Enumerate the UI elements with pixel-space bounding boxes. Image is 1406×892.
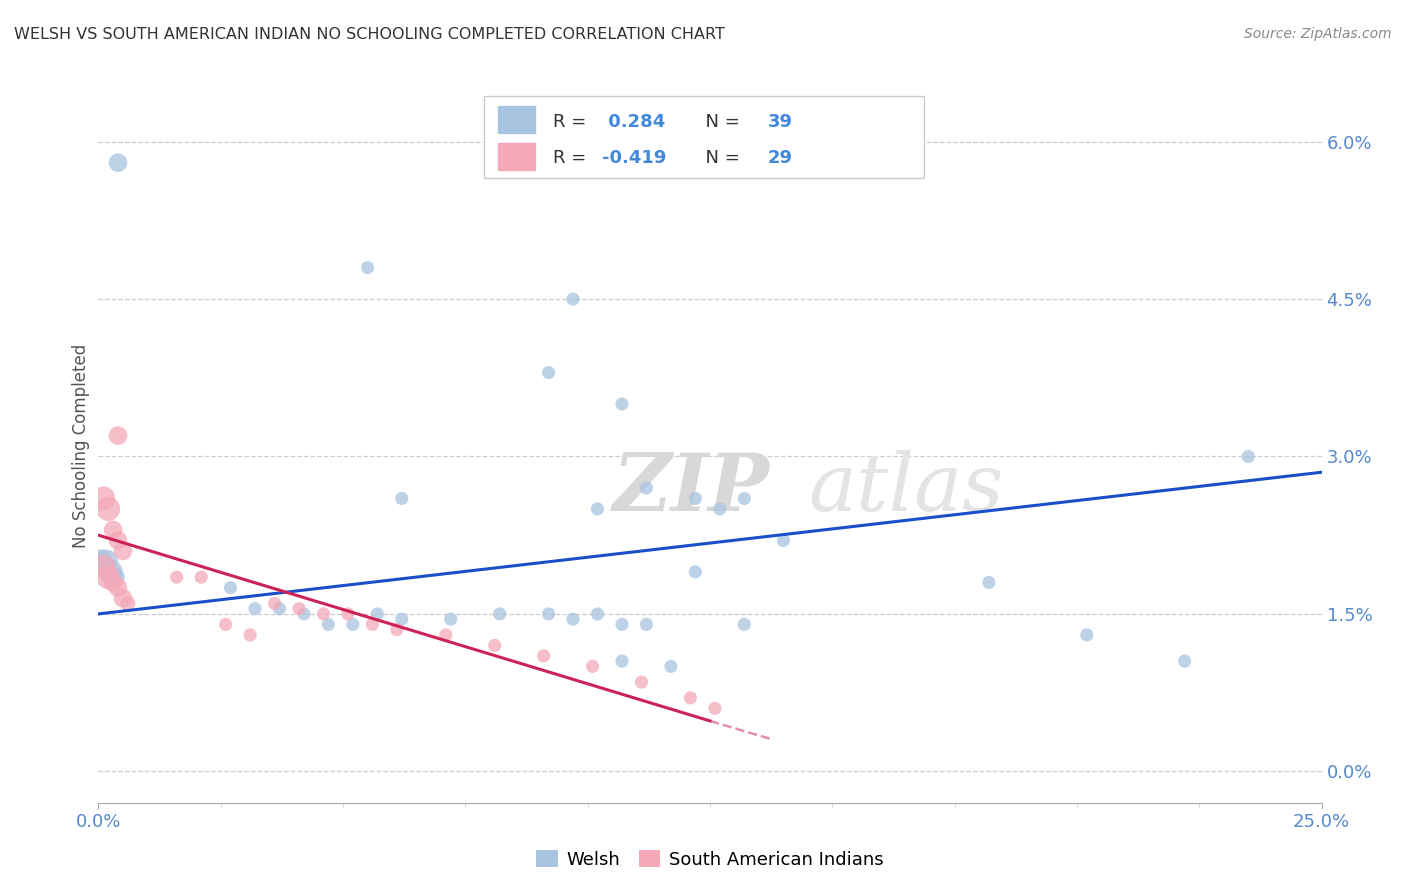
Point — [312, 607, 335, 621]
Point — [537, 607, 560, 621]
Y-axis label: No Schooling Completed: No Schooling Completed — [72, 344, 90, 548]
Point — [685, 491, 707, 506]
Point — [610, 617, 633, 632]
Text: N =: N = — [695, 149, 745, 168]
Point — [90, 554, 112, 568]
Point — [366, 607, 388, 621]
Text: -0.419: -0.419 — [602, 149, 666, 168]
Point — [537, 366, 560, 380]
Point — [484, 639, 506, 653]
Point — [488, 607, 510, 621]
Bar — [498, 143, 536, 170]
Point — [91, 491, 114, 506]
Point — [1237, 450, 1260, 464]
Point — [111, 591, 134, 606]
Point — [94, 554, 117, 568]
Bar — [498, 106, 536, 133]
Point — [336, 607, 359, 621]
Point — [636, 617, 658, 632]
Point — [434, 628, 457, 642]
Point — [269, 601, 291, 615]
Point — [610, 397, 633, 411]
Point — [733, 617, 755, 632]
Point — [97, 502, 120, 516]
Point — [101, 575, 124, 590]
Point — [107, 533, 129, 548]
Point — [117, 596, 139, 610]
Point — [586, 502, 609, 516]
Point — [342, 617, 364, 632]
Point — [214, 617, 236, 632]
Text: atlas: atlas — [808, 450, 1004, 527]
Text: WELSH VS SOUTH AMERICAN INDIAN NO SCHOOLING COMPLETED CORRELATION CHART: WELSH VS SOUTH AMERICAN INDIAN NO SCHOOL… — [14, 27, 725, 42]
Point — [356, 260, 378, 275]
Point — [636, 481, 658, 495]
Point — [581, 659, 603, 673]
Point — [292, 607, 315, 621]
Text: N =: N = — [695, 113, 745, 131]
Point — [977, 575, 1000, 590]
Point — [263, 596, 285, 610]
Point — [1076, 628, 1098, 642]
Text: 39: 39 — [768, 113, 793, 131]
Point — [772, 533, 794, 548]
Text: R =: R = — [554, 149, 592, 168]
Point — [318, 617, 340, 632]
Point — [1174, 654, 1197, 668]
Point — [709, 502, 731, 516]
Point — [107, 581, 129, 595]
Point — [733, 491, 755, 506]
Point — [361, 617, 384, 632]
Point — [219, 581, 242, 595]
Point — [385, 623, 408, 637]
Point — [101, 523, 124, 537]
Point — [630, 675, 652, 690]
Point — [288, 601, 311, 615]
Point — [440, 612, 463, 626]
Point — [391, 612, 413, 626]
Text: ZIP: ZIP — [612, 450, 769, 527]
Point — [91, 559, 114, 574]
Point — [610, 654, 633, 668]
Point — [685, 565, 707, 579]
Text: Source: ZipAtlas.com: Source: ZipAtlas.com — [1244, 27, 1392, 41]
Point — [111, 544, 134, 558]
Legend: Welsh, South American Indians: Welsh, South American Indians — [529, 843, 891, 876]
Text: R =: R = — [554, 113, 592, 131]
Text: 0.284: 0.284 — [602, 113, 665, 131]
Point — [166, 570, 188, 584]
Point — [104, 570, 127, 584]
Point — [703, 701, 725, 715]
Point — [190, 570, 212, 584]
Point — [107, 428, 129, 442]
Point — [239, 628, 262, 642]
Point — [562, 292, 585, 306]
Point — [391, 491, 413, 506]
Point — [243, 601, 266, 615]
Point — [679, 690, 702, 705]
Point — [533, 648, 555, 663]
Text: 29: 29 — [768, 149, 793, 168]
Point — [562, 612, 585, 626]
FancyBboxPatch shape — [484, 96, 924, 178]
Point — [100, 565, 122, 579]
Point — [659, 659, 682, 673]
Point — [586, 607, 609, 621]
Point — [107, 155, 129, 169]
Point — [97, 570, 120, 584]
